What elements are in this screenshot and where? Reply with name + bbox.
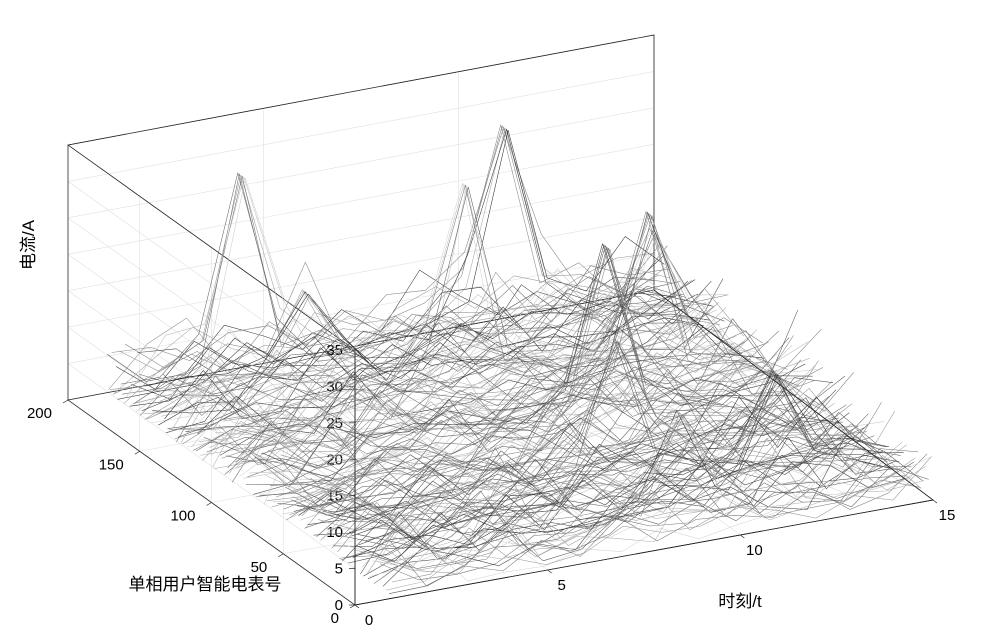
- y-tick: [278, 554, 283, 557]
- x-tick-label: 0: [365, 612, 373, 629]
- 3d-line-chart: 05101505010015020005101520253035时刻/t单相用户…: [0, 0, 1000, 644]
- x-tick: [740, 535, 744, 538]
- x-tick: [355, 605, 359, 608]
- y-tick-label: 50: [251, 559, 268, 576]
- y-tick-label: 150: [99, 456, 124, 473]
- y-tick: [350, 605, 355, 608]
- x-axis-label: 时刻/t: [718, 592, 762, 611]
- chart-container: 05101505010015020005101520253035时刻/t单相用户…: [0, 0, 1000, 644]
- z-tick-label: 0: [335, 597, 343, 614]
- z-tick-label: 5: [335, 561, 343, 578]
- z-axis-label: 电流/A: [19, 219, 38, 270]
- x-tick-label: 5: [557, 577, 565, 594]
- y-tick-label: 200: [27, 405, 52, 422]
- x-tick: [933, 500, 937, 503]
- x-tick-label: 15: [939, 507, 956, 524]
- x-tick: [548, 570, 552, 573]
- y-tick: [135, 451, 140, 454]
- x-tick-label: 10: [746, 542, 763, 559]
- y-tick: [207, 503, 212, 506]
- y-tick-label: 100: [170, 508, 195, 525]
- y-tick: [63, 400, 68, 403]
- y-axis-label: 单相用户智能电表号: [129, 575, 282, 594]
